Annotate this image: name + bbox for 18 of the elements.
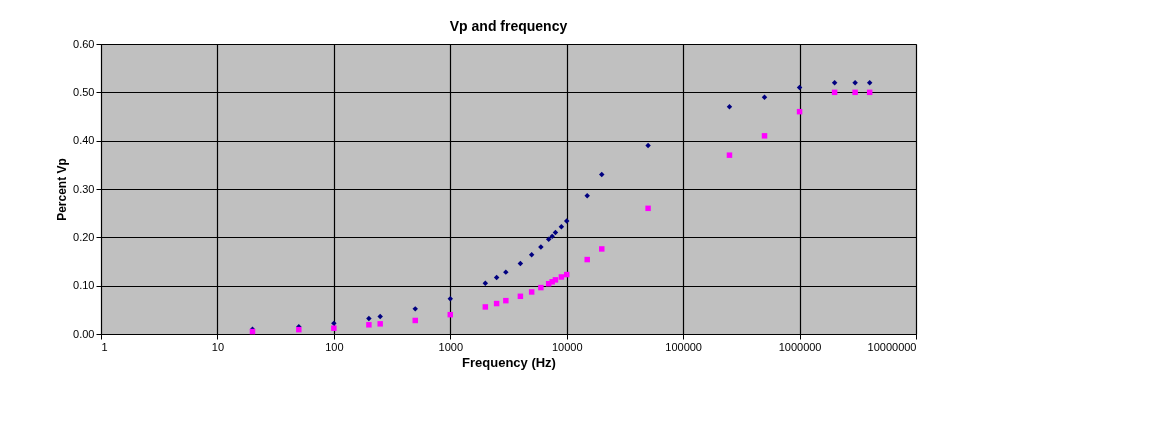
y-tick-label: 0.60 xyxy=(73,37,95,50)
x-tick-label: 100 xyxy=(325,340,344,353)
x-tick-label: 1 xyxy=(101,340,108,353)
y-tick-label: 0.30 xyxy=(73,182,95,195)
x-tick-label: 10000000 xyxy=(867,340,917,353)
x-tick-label: 10 xyxy=(211,340,225,353)
y-tick-label: 0.10 xyxy=(73,279,95,292)
y-tick-label: 0.50 xyxy=(73,85,95,98)
y-tick-label: 0.20 xyxy=(73,230,95,243)
x-tick-label: 100000 xyxy=(665,340,702,353)
y-tick-label: 0.00 xyxy=(73,327,95,340)
y-tick-label: 0.40 xyxy=(73,134,95,147)
x-tick-label: 1000 xyxy=(438,340,464,353)
x-tick-label: 10000 xyxy=(551,340,583,353)
x-tick-label: 1000000 xyxy=(778,340,822,353)
x-axis-title: Frequency (Hz) xyxy=(462,354,556,370)
chart-title: Vp and frequency xyxy=(449,18,568,34)
y-axis-title: Percent Vp xyxy=(55,158,70,221)
